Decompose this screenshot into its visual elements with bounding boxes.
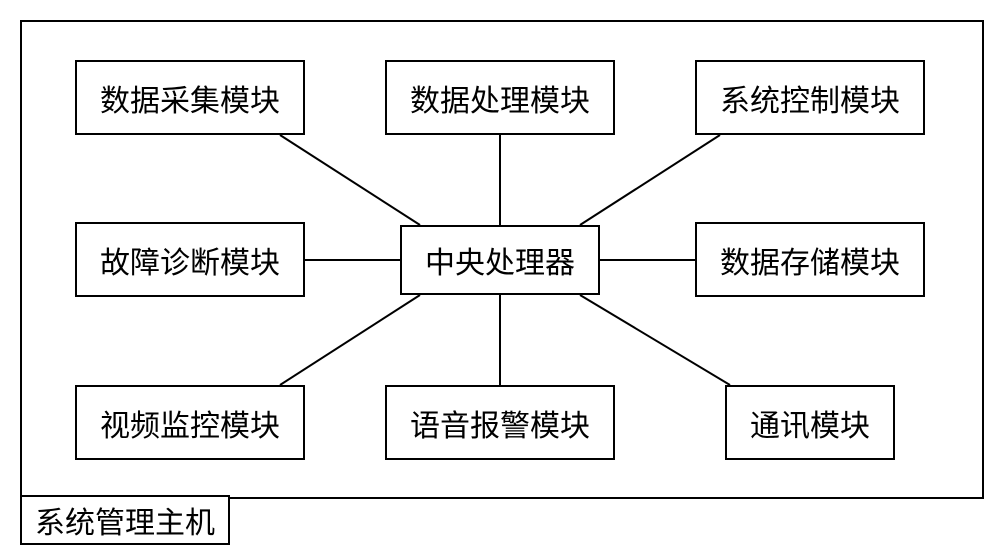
node-mid-left: 故障诊断模块 xyxy=(75,222,305,297)
node-label: 故障诊断模块 xyxy=(100,238,280,282)
node-bot-right: 通讯模块 xyxy=(725,385,895,460)
node-bot-mid: 语音报警模块 xyxy=(385,385,615,460)
diagram-canvas: 中央处理器 数据采集模块 数据处理模块 系统控制模块 故障诊断模块 数据存储模块… xyxy=(0,0,1000,560)
node-label: 视频监控模块 xyxy=(100,401,280,445)
node-label: 语音报警模块 xyxy=(410,401,590,445)
node-center: 中央处理器 xyxy=(400,225,600,295)
caption-box: 系统管理主机 xyxy=(20,495,230,545)
node-top-right: 系统控制模块 xyxy=(695,60,925,135)
node-label: 数据处理模块 xyxy=(410,76,590,120)
caption-label: 系统管理主机 xyxy=(35,498,215,542)
node-label: 系统控制模块 xyxy=(720,76,900,120)
node-label: 数据采集模块 xyxy=(100,76,280,120)
node-top-mid: 数据处理模块 xyxy=(385,60,615,135)
node-label: 通讯模块 xyxy=(750,401,870,445)
node-label: 数据存储模块 xyxy=(720,238,900,282)
node-label: 中央处理器 xyxy=(425,238,575,282)
node-top-left: 数据采集模块 xyxy=(75,60,305,135)
node-mid-right: 数据存储模块 xyxy=(695,222,925,297)
node-bot-left: 视频监控模块 xyxy=(75,385,305,460)
